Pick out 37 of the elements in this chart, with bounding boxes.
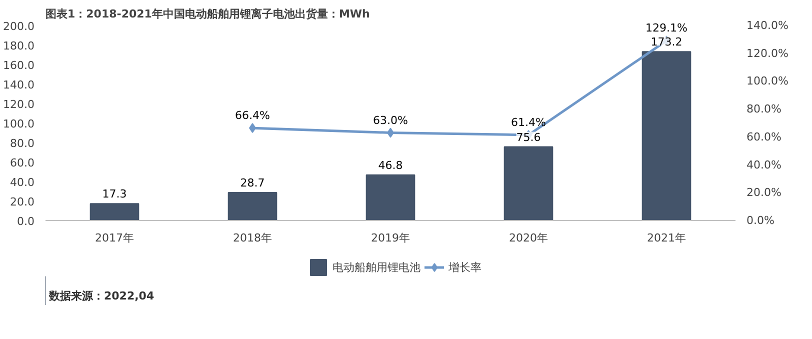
data-label: 28.7 <box>240 176 265 190</box>
y-tick-label: 160.0 <box>3 59 35 72</box>
y-tick-label: 20.0 <box>10 196 35 208</box>
legend-label: 电动船舶用锂电池 <box>332 260 420 274</box>
data-label: 66.4% <box>235 109 270 122</box>
y2-tick-label: 0.0% <box>746 214 774 227</box>
x-tick-label: 2018年 <box>233 232 272 244</box>
y-tick-label: 180.0 <box>3 40 35 52</box>
legend-label: 增长率 <box>448 260 482 274</box>
data-label: 173.2 <box>650 36 682 49</box>
data-label: 129.1% <box>646 22 688 35</box>
x-tick-label: 2020年 <box>509 232 548 244</box>
x-tick-label: 2019年 <box>371 232 410 244</box>
data-label: 63.0% <box>373 114 408 127</box>
data-label: 17.3 <box>102 188 127 201</box>
data-label: 75.6 <box>516 130 541 144</box>
y-tick-label: 140.0 <box>3 78 35 92</box>
y-tick-label: 40.0 <box>10 176 35 189</box>
y2-tick-label: 20.0% <box>746 186 782 200</box>
y2-tick-label: 80.0% <box>746 102 782 116</box>
y-tick-label: 80.0 <box>10 137 35 150</box>
y-tick-label: 60.0 <box>10 156 35 170</box>
y2-tick-label: 120.0% <box>746 46 788 60</box>
y2-tick-label: 60.0% <box>746 130 782 144</box>
x-tick-label: 2017年 <box>95 232 134 244</box>
y-tick-label: 120.0 <box>3 98 35 111</box>
y-tick-label: 0.0 <box>17 215 35 228</box>
y-tick-label: 200.0 <box>3 20 35 33</box>
data-label: 46.8 <box>378 158 403 172</box>
y2-tick-label: 140.0% <box>746 19 788 32</box>
chart-title: 图表1：2018-2021年中国电动船舶用锂离子电池出货量：MWh <box>46 8 370 20</box>
y2-tick-label: 40.0% <box>746 158 782 172</box>
y-tick-label: 100.0 <box>3 118 35 130</box>
source-note: 数据来源：2022,04 <box>48 290 154 303</box>
y2-tick-label: 100.0% <box>746 74 788 88</box>
data-label: 61.4% <box>511 116 546 129</box>
x-tick-label: 2021年 <box>647 232 686 244</box>
